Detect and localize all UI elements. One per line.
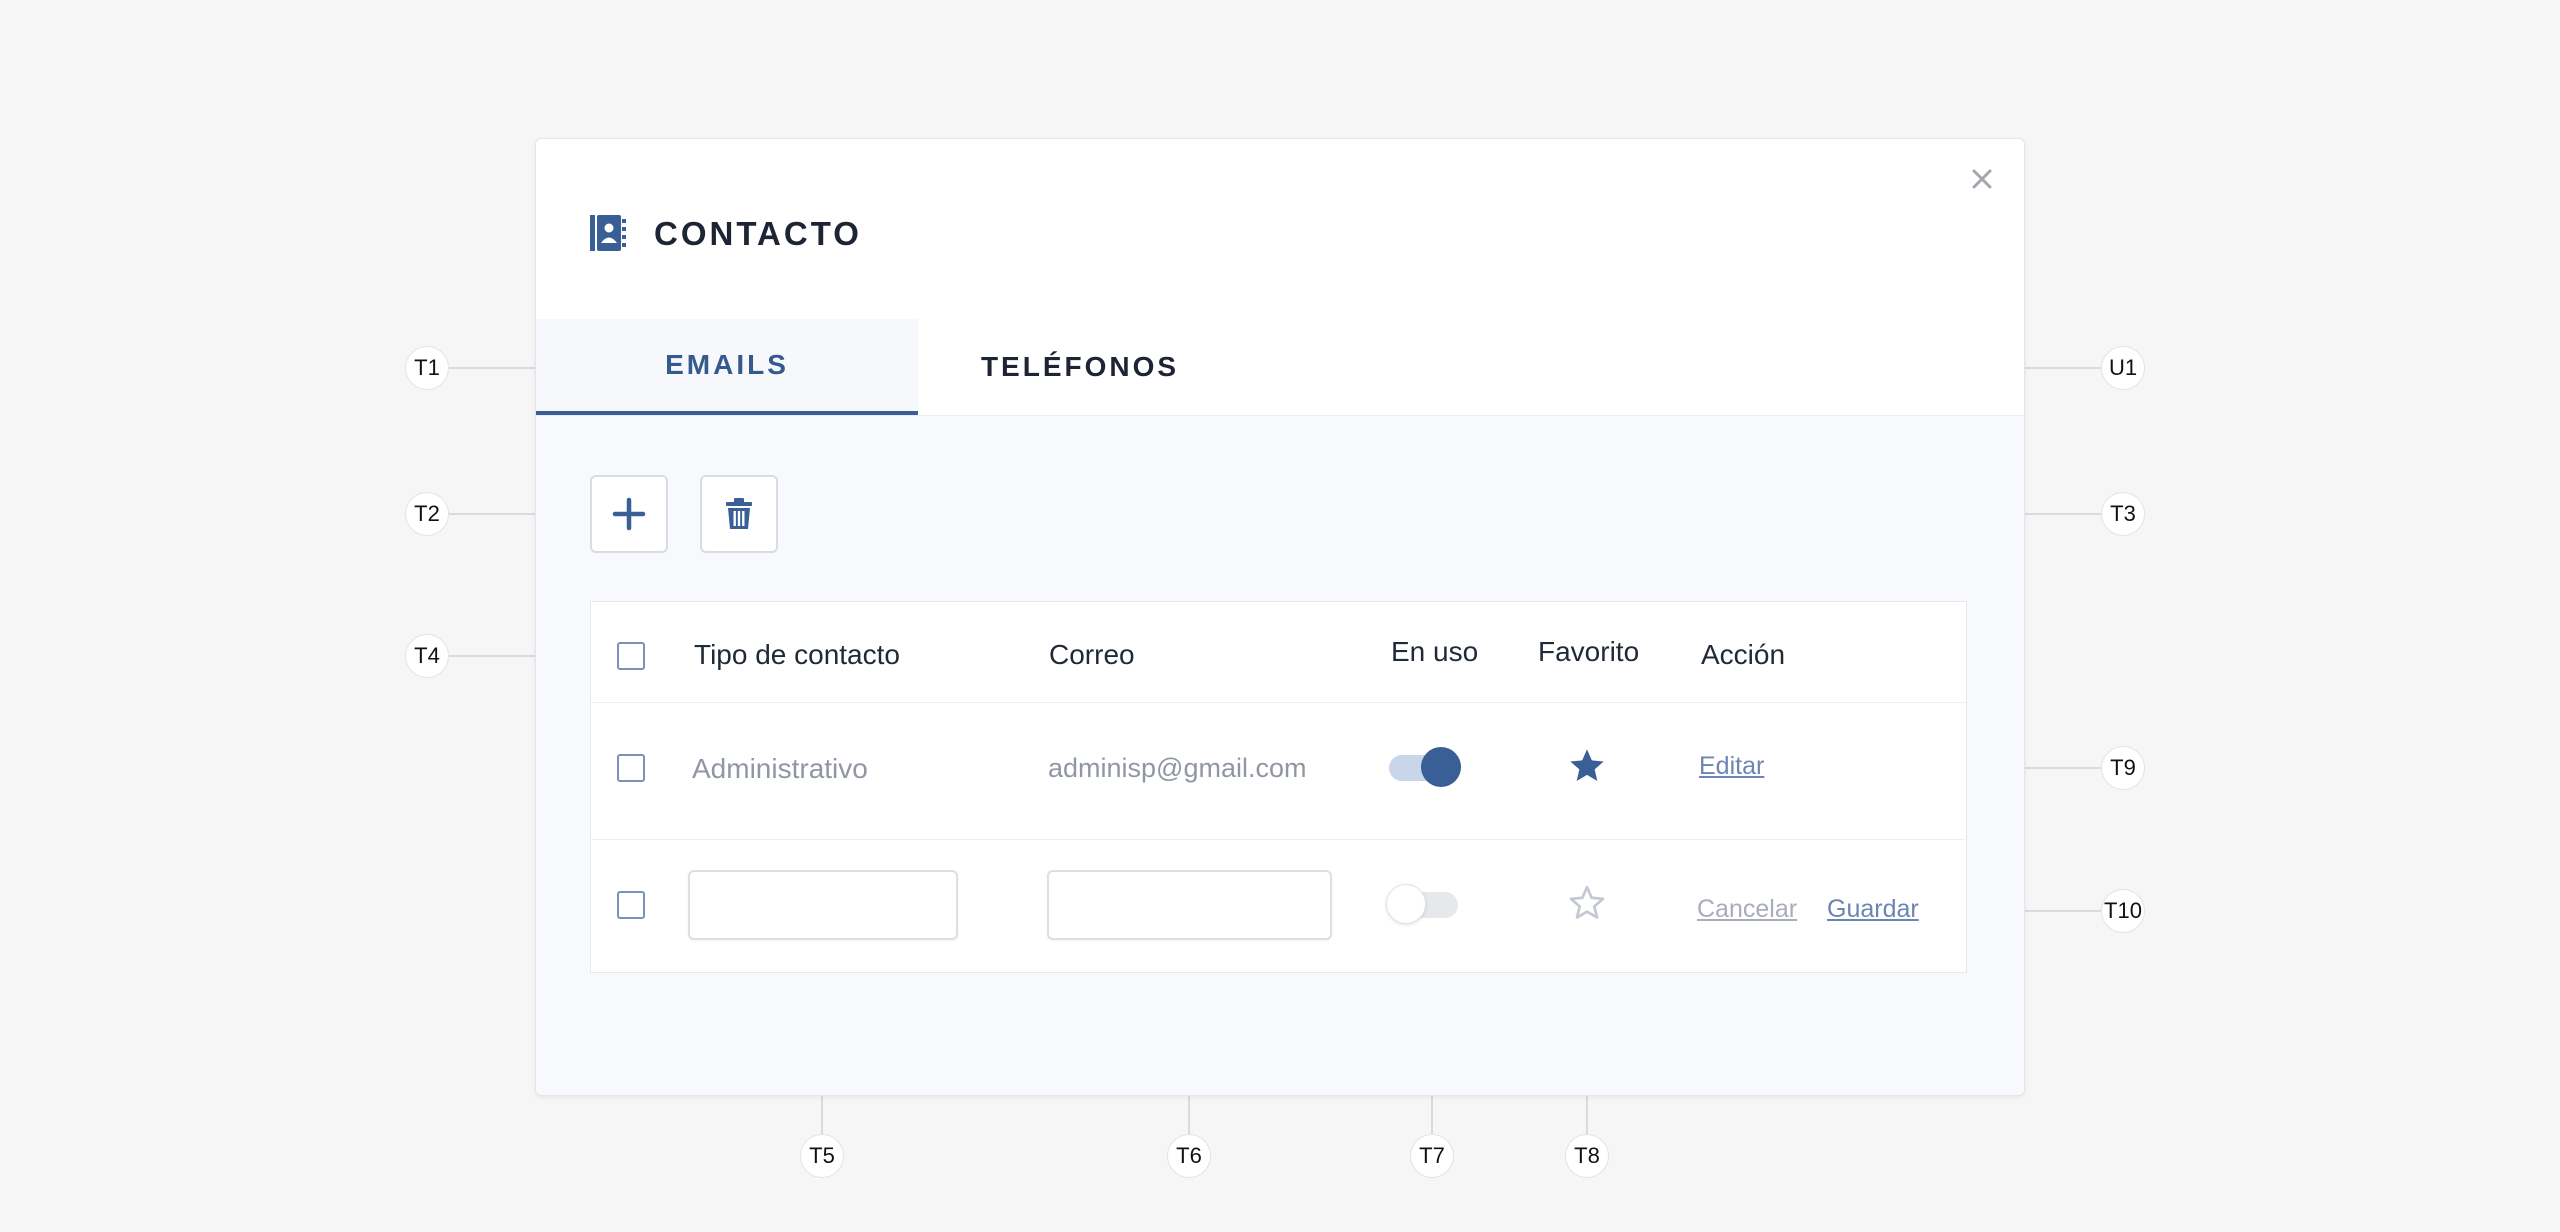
header-tipo-contacto: Tipo de contacto [694, 639, 900, 670]
callout-t8: T8 [1565, 1134, 1609, 1178]
callout-t7: T7 [1410, 1134, 1454, 1178]
cancel-link[interactable]: Cancelar [1697, 895, 1798, 923]
callout-u1: U1 [2101, 346, 2145, 390]
modal-header: CONTACTO [536, 139, 2024, 319]
new-row-checkbox[interactable] [617, 891, 645, 919]
callout-t9: T9 [2101, 746, 2145, 790]
trash-icon [726, 498, 752, 529]
select-all-checkbox[interactable] [617, 642, 645, 670]
callout-t1: T1 [405, 346, 449, 390]
tab-bar: EMAILS TELÉFONOS [536, 319, 2024, 416]
delete-button[interactable] [700, 475, 778, 553]
header-correo: Correo [1049, 639, 1135, 670]
favorite-star-outline-icon[interactable] [1567, 883, 1607, 923]
close-icon [1972, 169, 1992, 189]
contact-type-input[interactable] [688, 870, 958, 940]
plus-icon [612, 497, 646, 531]
header-en-uso: En uso [1391, 636, 1479, 667]
new-in-use-toggle[interactable] [1386, 884, 1458, 924]
row-divider [591, 702, 1966, 703]
edit-link[interactable]: Editar [1699, 752, 1765, 780]
tab-telefonos[interactable]: TELÉFONOS [980, 351, 1180, 382]
callout-t6: T6 [1167, 1134, 1211, 1178]
callout-t3: T3 [2101, 492, 2145, 536]
callout-t10: T10 [2101, 889, 2145, 933]
save-link[interactable]: Guardar [1827, 895, 1919, 923]
callout-t2: T2 [405, 492, 449, 536]
callout-t4: T4 [405, 634, 449, 678]
header-favorito: Favorito [1538, 636, 1640, 667]
tab-emails[interactable]: EMAILS [536, 319, 918, 415]
add-button[interactable] [590, 475, 668, 553]
favorite-star-icon[interactable] [1567, 746, 1607, 786]
cell-tipo-contacto: Administrativo [692, 753, 868, 784]
row-checkbox[interactable] [617, 754, 645, 782]
callout-t5: T5 [800, 1134, 844, 1178]
contact-book-icon [590, 215, 626, 251]
in-use-toggle[interactable] [1389, 747, 1461, 787]
close-button[interactable] [1962, 159, 2002, 199]
email-input[interactable] [1047, 870, 1332, 940]
cell-correo: adminisp@gmail.com [1048, 753, 1307, 783]
row-divider [590, 839, 1965, 840]
modal-title: CONTACTO [654, 215, 862, 252]
contact-modal: CONTACTO EMAILS TELÉFONOS Tipo de contac… [535, 138, 2025, 1096]
header-accion: Acción [1701, 639, 1786, 670]
